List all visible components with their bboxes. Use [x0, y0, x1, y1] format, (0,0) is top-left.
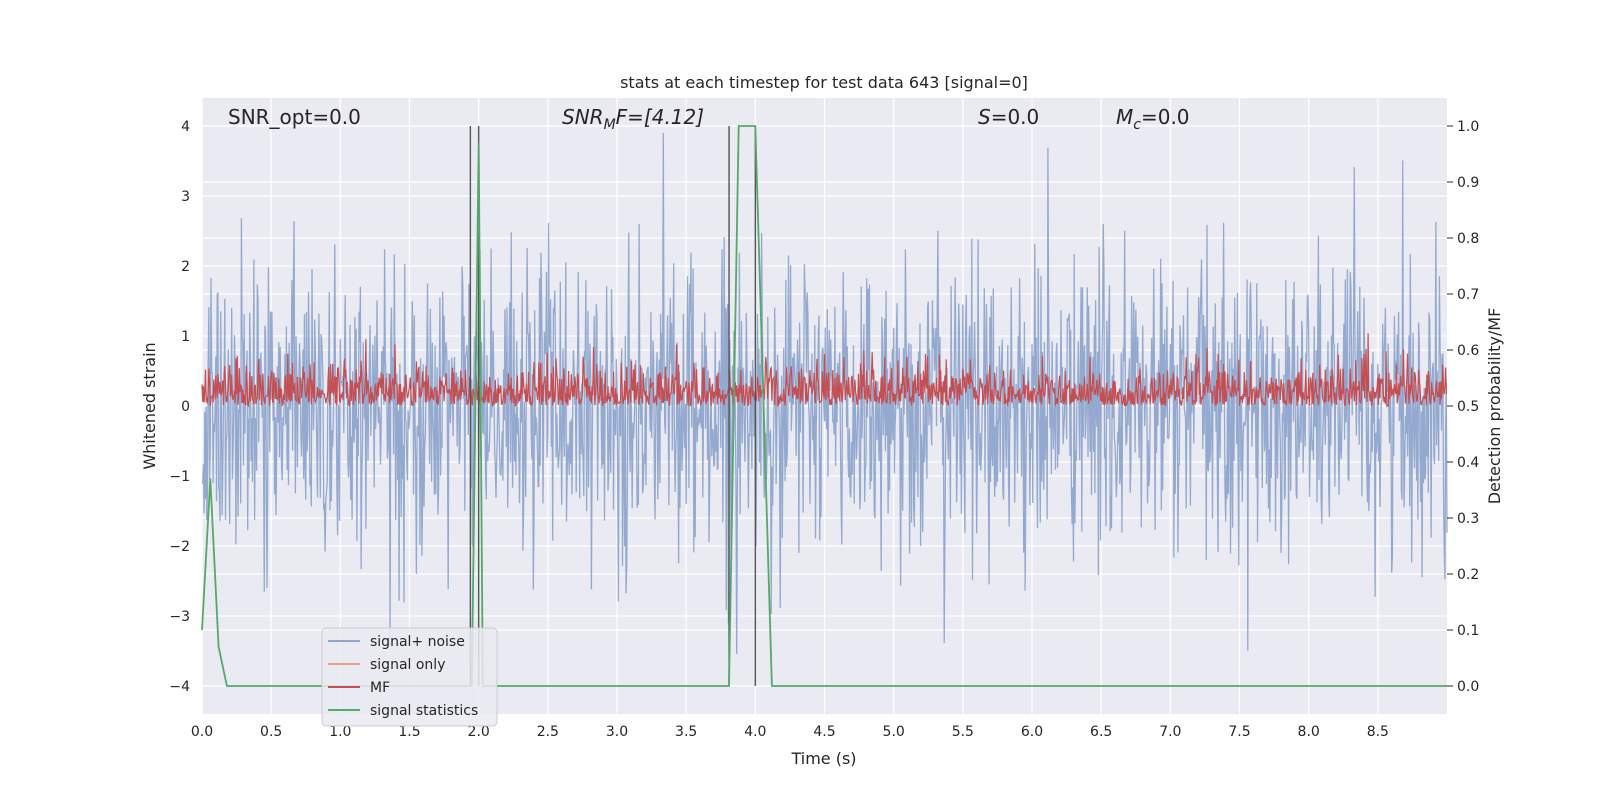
y2-axis-label: Detection probability/MF — [1485, 308, 1504, 505]
s-annotation: S=0.0 — [978, 105, 1039, 129]
x-tick-label: 2.5 — [537, 724, 559, 740]
y2-tick-label: 0.2 — [1457, 567, 1479, 583]
legend-label-signal-noise: signal+ noise — [370, 634, 465, 650]
legend-label-signal-statistics: signal statistics — [370, 703, 478, 719]
x-tick-label: 7.0 — [1159, 724, 1181, 740]
legend-label-mf: MF — [370, 680, 390, 696]
x-tick-label: 3.5 — [675, 724, 697, 740]
y2-tick-label: 0.6 — [1457, 343, 1479, 359]
y-tick-label: −4 — [169, 679, 190, 695]
s-rest: =0.0 — [991, 105, 1040, 129]
snr-mf-annotation: SNRMF=[4.12] — [562, 105, 704, 133]
x-tick-label: 7.5 — [1228, 724, 1250, 740]
x-tick-label: 6.0 — [1021, 724, 1043, 740]
s-italic: S — [978, 105, 991, 129]
y-tick-label: −3 — [169, 609, 190, 625]
x-tick-label: 1.0 — [329, 724, 351, 740]
x-tick-label: 0.5 — [260, 724, 282, 740]
y2-tick-label: 0.8 — [1457, 231, 1479, 247]
y2-tick-label: 0.7 — [1457, 287, 1479, 303]
x-axis-label: Time (s) — [790, 749, 856, 768]
x-tick-label: 1.5 — [398, 724, 420, 740]
mc-sub: c — [1133, 117, 1141, 133]
x-tick-label: 6.5 — [1090, 724, 1112, 740]
x-tick-label: 5.0 — [883, 724, 905, 740]
y-tick-label: 4 — [181, 119, 190, 135]
chart-title: stats at each timestep for test data 643… — [620, 73, 1028, 92]
legend-box — [321, 627, 498, 727]
x-tick-label: 8.5 — [1367, 724, 1389, 740]
mc-italic: M — [1116, 105, 1133, 129]
y-axis-label: Whitened strain — [140, 342, 159, 469]
legend-label-signal-only: signal only — [370, 657, 445, 673]
series-mf — [201, 333, 1448, 408]
x-tick-label: 4.0 — [744, 724, 766, 740]
y2-tick-label: 0.5 — [1457, 399, 1479, 415]
y-tick-label: −1 — [169, 469, 190, 485]
data-layer — [201, 125, 1448, 687]
x-tick-label: 4.5 — [813, 724, 835, 740]
snr-opt-annotation: SNR_opt=0.0 — [228, 105, 361, 129]
y-tick-label: 3 — [181, 189, 190, 205]
x-tick-label: 2.0 — [468, 724, 490, 740]
y2-tick-label: 1.0 — [1457, 119, 1479, 135]
x-tick-label: 8.0 — [1298, 724, 1320, 740]
snr-mf-sub: M — [604, 117, 616, 133]
x-tick-label: 5.5 — [952, 724, 974, 740]
y-tick-label: 2 — [181, 259, 190, 275]
series-signal-statistics — [201, 125, 1447, 687]
x-tick-label: 0.0 — [191, 724, 213, 740]
y2-tick-label: 0.1 — [1457, 623, 1479, 639]
x-tick-label: 3.0 — [606, 724, 628, 740]
ticks: 0.0 0.5 1.0 1.5 2.0 2.5 3.0 3.5 4.0 4.5 5.0 5.5 6.0 6… — [169, 119, 1479, 740]
snr-mf-main: SNR — [562, 105, 604, 129]
legend: signal+ noise signal only MF signal stat… — [321, 627, 498, 727]
y2-tick-label: 0.4 — [1457, 455, 1479, 471]
y-tick-label: −2 — [169, 539, 190, 555]
y2-tick-label: 0.9 — [1457, 175, 1479, 191]
y2-tick-label: 0.0 — [1457, 679, 1479, 695]
mc-rest: =0.0 — [1141, 105, 1190, 129]
snr-mf-rest: F=[4.12] — [616, 105, 704, 129]
y-tick-label: 0 — [181, 399, 190, 415]
mc-annotation: Mc=0.0 — [1116, 105, 1190, 133]
y-tick-label: 1 — [181, 329, 190, 345]
y2-tick-label: 0.3 — [1457, 511, 1479, 527]
